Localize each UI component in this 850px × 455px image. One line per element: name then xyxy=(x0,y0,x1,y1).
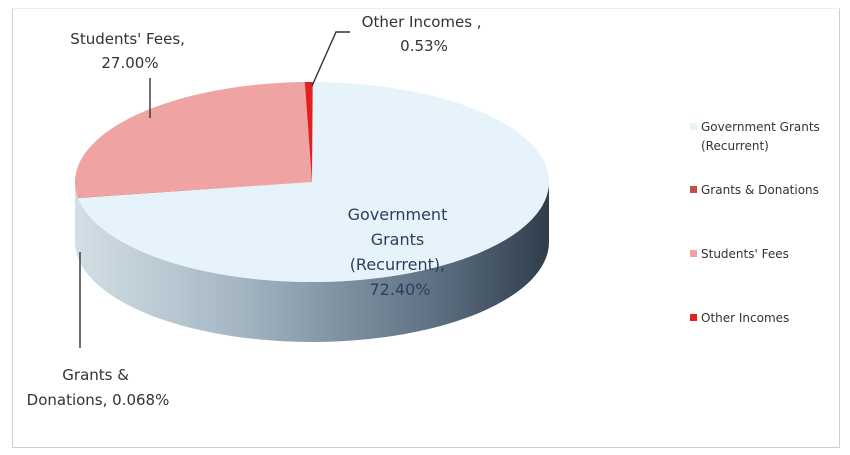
label-government-grants: Government Grants (Recurrent), 72.40% xyxy=(348,205,453,299)
label-grants-donations: Grants & Donations, 0.068% xyxy=(27,366,170,409)
pie-slice-government-grants xyxy=(78,82,549,283)
label-other-incomes: Other Incomes , 0.53% xyxy=(362,13,487,55)
pie-slice-grants-donations xyxy=(77,182,312,198)
legend-swatch-other-incomes xyxy=(690,314,697,321)
leader-line-other-incomes xyxy=(311,31,350,87)
label-students-fees: Students' Fees, 27.00% xyxy=(70,30,189,72)
legend-label-students-fees: Students' Fees xyxy=(701,247,789,261)
pie-slice-other-incomes xyxy=(304,82,313,182)
chart-frame xyxy=(12,8,840,448)
legend-label-government-grants: Government Grants (Recurrent) xyxy=(701,120,824,153)
pie-slice-students-fees xyxy=(74,82,312,198)
legend-label-other-incomes: Other Incomes xyxy=(701,311,789,325)
legend-swatch-grants-donations xyxy=(690,186,697,193)
legend-swatch-students-fees xyxy=(690,250,697,257)
pie-depth-side xyxy=(75,182,549,342)
legend-swatch-government-grants xyxy=(690,123,697,130)
legend: Government Grants (Recurrent) Grants & D… xyxy=(690,120,824,325)
legend-label-grants-donations: Grants & Donations xyxy=(701,183,819,197)
